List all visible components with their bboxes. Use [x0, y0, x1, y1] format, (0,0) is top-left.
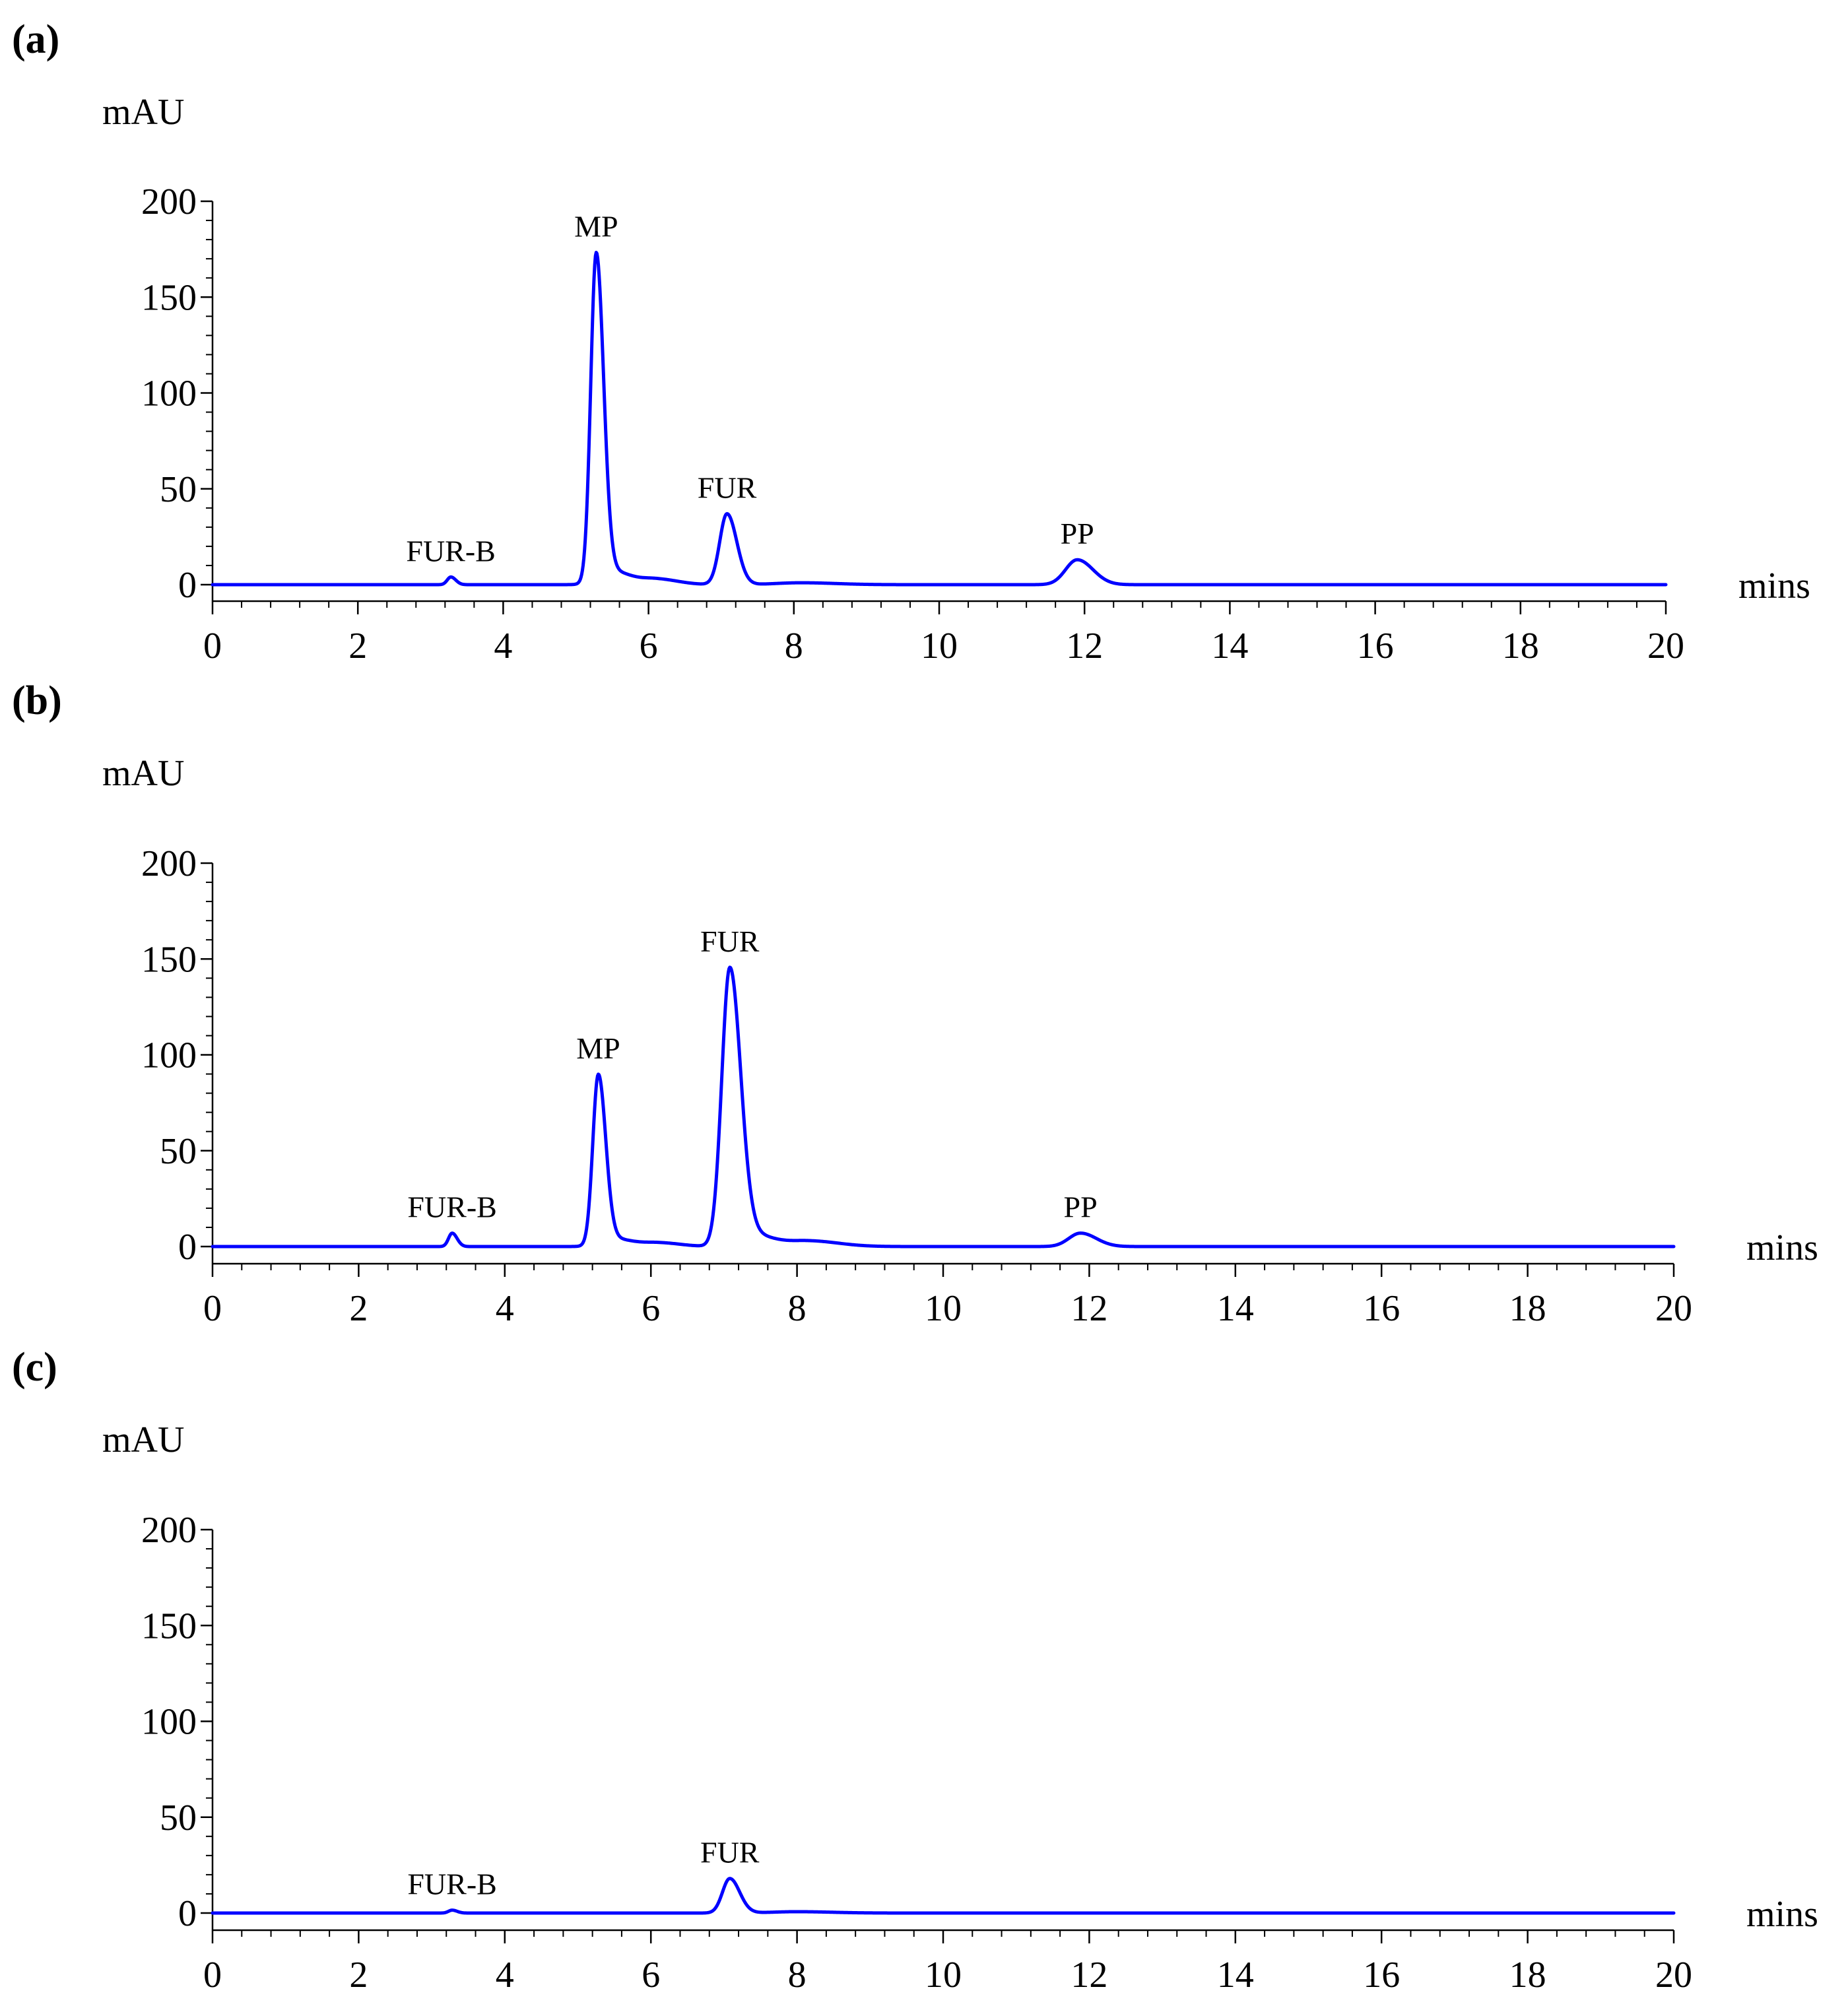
x-tick-label: 4	[496, 1955, 514, 1996]
chart-panel-1: (a) mAU 0 50 100 150 200 0 2 4 6 8 10 12 14 16 18 20 mins F…	[12, 17, 1810, 666]
y-tick-label: 0	[178, 1227, 197, 1268]
y-tick-label: 0	[178, 565, 197, 606]
x-axis-title: mins	[1746, 1894, 1818, 1935]
chart-panel-2: (b) mAU 0 50 100 150 200 0 2 4 6 8 10 12 14 16 18 20 mins F…	[12, 678, 1818, 1329]
y-tick-label: 150	[141, 277, 197, 318]
peak-label: FUR	[698, 471, 757, 504]
x-tick-label: 0	[203, 1288, 222, 1329]
x-tick-label: 4	[496, 1288, 514, 1329]
x-tick-label: 16	[1363, 1955, 1400, 1996]
x-tick-label: 18	[1509, 1288, 1546, 1329]
x-tick-label: 18	[1509, 1955, 1546, 1996]
x-tick-label: 8	[788, 1288, 807, 1329]
x-tick-label: 0	[203, 626, 222, 666]
peak-label: FUR-B	[406, 534, 495, 568]
x-tick-label: 12	[1066, 626, 1103, 666]
x-tick-label: 10	[921, 626, 958, 666]
x-tick-label: 10	[925, 1288, 962, 1329]
x-tick-label: 16	[1357, 626, 1394, 666]
chart-panel-3: (c) mAU 0 50 100 150 200 0 2 4 6 8 10 12 14 16 18 20 mins F…	[12, 1345, 1818, 1996]
x-tick-label: 16	[1363, 1288, 1400, 1329]
y-tick-label: 150	[141, 1606, 197, 1646]
peak-label: FUR	[700, 1836, 760, 1869]
x-tick-label: 2	[349, 1288, 368, 1329]
chromatogram-trace	[211, 965, 1676, 1249]
x-tick-label: 10	[925, 1955, 962, 1996]
x-tick-label: 12	[1071, 1955, 1107, 1996]
y-axis-title: mAU	[102, 1419, 184, 1460]
panel-label: (a)	[12, 17, 59, 62]
chromatogram-trace	[211, 1877, 1676, 1915]
x-tick-label: 2	[349, 1955, 368, 1996]
x-tick-label: 12	[1071, 1288, 1107, 1329]
x-tick-label: 20	[1647, 626, 1684, 666]
y-tick-label: 200	[141, 181, 197, 222]
x-tick-label: 14	[1217, 1288, 1254, 1329]
x-tick-label: 0	[203, 1955, 222, 1996]
x-tick-label: 2	[348, 626, 367, 666]
x-tick-label: 14	[1217, 1955, 1254, 1996]
x-tick-label: 6	[642, 1288, 660, 1329]
panel-label: (c)	[12, 1345, 57, 1390]
x-tick-label: 20	[1655, 1955, 1692, 1996]
x-tick-label: 14	[1211, 626, 1248, 666]
y-tick-label: 150	[141, 939, 197, 980]
y-tick-label: 200	[141, 1510, 197, 1551]
y-tick-label: 100	[141, 374, 197, 414]
y-tick-label: 100	[141, 1702, 197, 1743]
x-tick-label: 6	[640, 626, 658, 666]
y-tick-label: 50	[160, 1131, 197, 1172]
peak-label: MP	[574, 210, 618, 244]
x-tick-label: 4	[494, 626, 512, 666]
y-tick-label: 50	[160, 469, 197, 510]
y-tick-label: 0	[178, 1893, 197, 1934]
peak-label: PP	[1064, 1190, 1098, 1224]
y-tick-label: 200	[141, 843, 197, 884]
y-tick-label: 100	[141, 1035, 197, 1076]
x-axis-title: mins	[1738, 566, 1810, 606]
y-axis-title: mAU	[102, 753, 184, 794]
y-tick-label: 50	[160, 1798, 197, 1838]
x-tick-label: 6	[642, 1955, 660, 1996]
peak-label: FUR-B	[407, 1868, 496, 1901]
x-tick-label: 18	[1502, 626, 1539, 666]
x-tick-label: 8	[785, 626, 803, 666]
peak-label: FUR-B	[407, 1190, 496, 1224]
peak-label: PP	[1061, 517, 1094, 550]
y-axis-title: mAU	[102, 92, 184, 133]
panel-label: (b)	[12, 678, 62, 723]
peak-label: MP	[576, 1031, 620, 1065]
x-axis-title: mins	[1746, 1227, 1818, 1268]
x-tick-label: 8	[788, 1955, 807, 1996]
chromatogram-trace	[211, 251, 1668, 587]
x-tick-label: 20	[1655, 1288, 1692, 1329]
peak-label: FUR	[700, 925, 760, 958]
